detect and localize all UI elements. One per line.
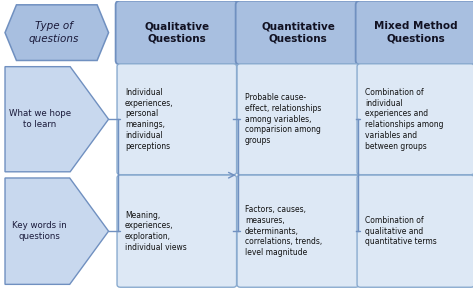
Text: Probable cause-
effect, relationships
among variables,
comparision among
groups: Probable cause- effect, relationships am… bbox=[245, 93, 321, 145]
Text: Meaning,
experiences,
exploration,
individual views: Meaning, experiences, exploration, indiv… bbox=[125, 211, 187, 252]
FancyBboxPatch shape bbox=[116, 1, 238, 65]
FancyBboxPatch shape bbox=[357, 175, 474, 287]
Text: Combination of
qualitative and
quantitative terms: Combination of qualitative and quantitat… bbox=[365, 216, 437, 246]
Text: Quantitative
Questions: Quantitative Questions bbox=[261, 21, 335, 44]
FancyBboxPatch shape bbox=[357, 64, 474, 175]
Text: What we hope
to learn: What we hope to learn bbox=[9, 109, 71, 129]
Text: Individual
experiences,
personal
meanings,
individual
perceptions: Individual experiences, personal meaning… bbox=[125, 88, 173, 151]
Text: Combination of
individual
experiences and
relationships among
variables and
betw: Combination of individual experiences an… bbox=[365, 88, 444, 151]
FancyBboxPatch shape bbox=[356, 1, 474, 65]
FancyBboxPatch shape bbox=[236, 1, 360, 65]
FancyBboxPatch shape bbox=[237, 175, 359, 287]
FancyBboxPatch shape bbox=[117, 175, 237, 287]
Text: Type of
questions: Type of questions bbox=[28, 21, 79, 44]
Polygon shape bbox=[5, 67, 109, 172]
FancyBboxPatch shape bbox=[237, 64, 359, 175]
Text: Factors, causes,
measures,
determinants,
correlations, trends,
level magnitude: Factors, causes, measures, determinants,… bbox=[245, 205, 322, 257]
Polygon shape bbox=[5, 5, 109, 61]
Polygon shape bbox=[5, 178, 109, 284]
Text: Key words in
questions: Key words in questions bbox=[12, 221, 67, 241]
Text: Qualitative
Questions: Qualitative Questions bbox=[144, 21, 210, 44]
Text: Mixed Method
Questions: Mixed Method Questions bbox=[374, 21, 457, 44]
FancyBboxPatch shape bbox=[117, 64, 237, 175]
